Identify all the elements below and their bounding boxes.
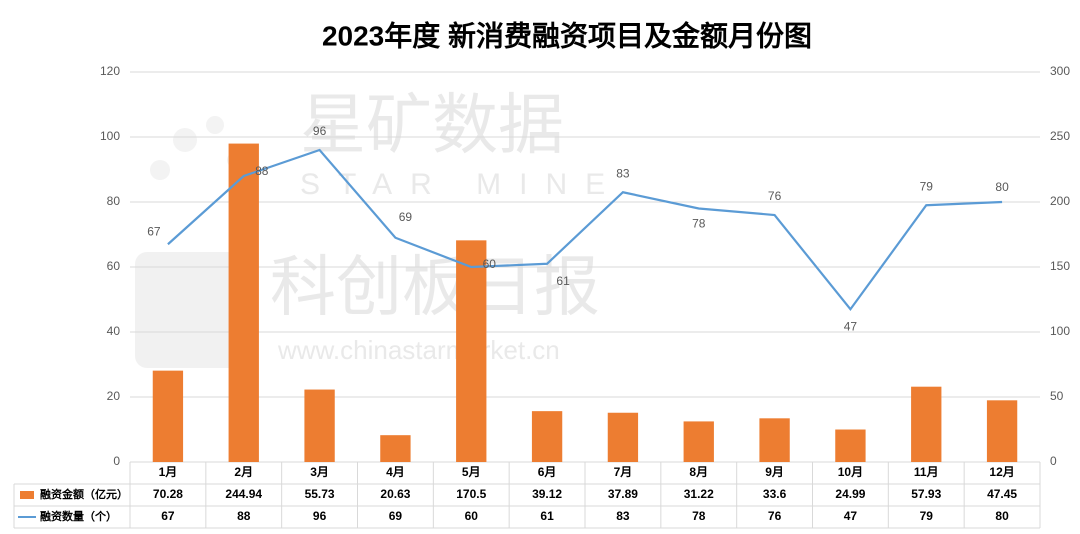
y2-tick-label: 0	[1050, 454, 1057, 468]
y2-tick-label: 250	[1050, 129, 1070, 143]
bar	[607, 412, 639, 462]
bar	[456, 240, 487, 462]
watermark-dot	[150, 160, 170, 180]
x-tick-label: 8月	[689, 465, 708, 479]
table-cell: 170.5	[456, 487, 486, 501]
table-cell: 57.93	[911, 487, 941, 501]
bar	[304, 389, 335, 462]
bar	[911, 386, 942, 462]
table-cell: 69	[389, 509, 403, 523]
x-tick-label: 3月	[310, 465, 329, 479]
y-tick-label: 0	[113, 454, 120, 468]
table-cell: 67	[161, 509, 175, 523]
data-label: 88	[255, 164, 269, 178]
legend-label: 融资数量（个）	[40, 509, 117, 523]
table-cell: 39.12	[532, 487, 562, 501]
y2-tick-label: 100	[1050, 324, 1070, 338]
bar	[759, 418, 790, 462]
watermark-text: 科创板日报	[270, 249, 600, 323]
x-tick-label: 6月	[538, 465, 557, 479]
x-tick-label: 12月	[989, 465, 1014, 479]
x-tick-label: 9月	[765, 465, 784, 479]
table-cell: 55.73	[305, 487, 335, 501]
y2-tick-label: 150	[1050, 259, 1070, 273]
watermark-text: 星矿数据	[300, 87, 564, 161]
table-cell: 33.6	[763, 487, 787, 501]
x-tick-label: 5月	[462, 465, 481, 479]
line	[167, 148, 1003, 312]
table-cell: 80	[995, 509, 1009, 523]
y2-tick-label: 200	[1050, 194, 1070, 208]
watermark-text: www.chinastarmarket.cn	[277, 335, 560, 365]
y2-tick-label: 50	[1050, 389, 1064, 403]
watermark-dot	[173, 128, 197, 152]
data-label: 61	[556, 274, 570, 288]
table-cell: 20.63	[380, 487, 410, 501]
data-label: 60	[483, 257, 497, 271]
data-label: 67	[147, 224, 161, 238]
watermark-text: STAR MINE	[300, 168, 623, 201]
table-cell: 78	[692, 509, 706, 523]
y-tick-label: 80	[107, 194, 121, 208]
y-tick-label: 20	[107, 389, 121, 403]
bar	[683, 421, 714, 462]
table-cell: 47	[844, 509, 858, 523]
bar	[380, 435, 411, 462]
bar	[228, 143, 259, 462]
table-cell: 76	[768, 509, 782, 523]
y-tick-label: 60	[107, 259, 121, 273]
bar	[835, 429, 866, 462]
table-cell: 88	[237, 509, 251, 523]
x-tick-label: 2月	[234, 465, 253, 479]
data-label: 69	[399, 210, 413, 224]
y2-tick-label: 300	[1050, 64, 1070, 78]
x-tick-label: 1月	[159, 465, 178, 479]
x-tick-label: 11月	[914, 465, 939, 479]
table-cell: 96	[313, 509, 327, 523]
table-cell: 47.45	[987, 487, 1017, 501]
y-tick-label: 40	[107, 324, 121, 338]
legend-label: 融资金额（亿元）	[40, 487, 128, 501]
data-label: 83	[616, 166, 630, 180]
bar	[986, 400, 1018, 462]
table-cell: 244.94	[225, 487, 262, 501]
data-label: 76	[768, 189, 782, 203]
watermark-dot	[206, 116, 224, 134]
x-tick-label: 10月	[838, 465, 863, 479]
watermark-logo	[135, 252, 243, 368]
table-cell: 31.22	[684, 487, 714, 501]
table-cell: 60	[465, 509, 479, 523]
table-cell: 61	[540, 509, 554, 523]
table-cell: 70.28	[153, 487, 183, 501]
x-tick-label: 7月	[614, 465, 633, 479]
data-label: 79	[920, 179, 934, 193]
table-cell: 24.99	[835, 487, 865, 501]
data-label: 80	[995, 180, 1009, 194]
y-tick-label: 120	[100, 64, 120, 78]
watermark: 星矿数据 STAR MINE 科创板日报 www.chinastarmarket…	[135, 87, 623, 368]
data-label: 96	[313, 124, 327, 138]
data-label: 78	[692, 217, 706, 231]
y-tick-label: 100	[100, 129, 120, 143]
table-cell: 37.89	[608, 487, 638, 501]
legend-swatch	[20, 491, 34, 499]
bar	[531, 411, 563, 462]
chart-title: 2023年度 新消费融资项目及金额月份图	[322, 19, 812, 51]
bar	[152, 370, 184, 462]
x-tick-label: 4月	[386, 465, 405, 479]
data-label: 47	[844, 319, 858, 333]
table-cell: 79	[920, 509, 934, 523]
table-cell: 83	[616, 509, 630, 523]
